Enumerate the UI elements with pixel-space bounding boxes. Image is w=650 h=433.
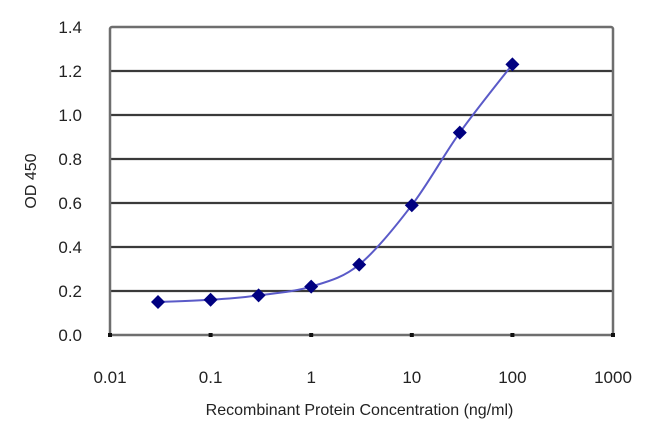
diamond-marker-icon <box>203 292 218 307</box>
y-tick-label: 0.4 <box>58 238 82 257</box>
y-tick-label: 0.2 <box>58 282 82 301</box>
y-tick-label: 0.8 <box>58 150 82 169</box>
x-tick-label: 0.01 <box>93 368 126 387</box>
x-tick-label: 100 <box>498 368 526 387</box>
y-tick-label: 0.0 <box>58 326 82 345</box>
data-markers <box>150 57 520 309</box>
x-axis-ticks <box>108 333 615 337</box>
x-axis-title: Recombinant Protein Concentration (ng/ml… <box>206 402 514 419</box>
data-line <box>157 63 514 303</box>
diamond-marker-icon <box>352 257 367 272</box>
diamond-marker-icon <box>452 125 467 140</box>
diamond-marker-icon <box>304 279 319 294</box>
x-tick-label: 1 <box>306 368 315 387</box>
diamond-marker-icon <box>404 198 419 213</box>
y-tick-label: 0.6 <box>58 194 82 213</box>
diamond-marker-icon <box>505 57 520 72</box>
x-tick-label: 0.1 <box>199 368 223 387</box>
x-tick-label: 1000 <box>594 368 632 387</box>
y-tick-label: 1.0 <box>58 106 82 125</box>
diamond-marker-icon <box>251 288 266 303</box>
plot-area <box>108 25 615 337</box>
y-tick-label: 1.2 <box>58 62 82 81</box>
x-axis-tick-labels: 0.01 0.1 1 10 100 1000 <box>93 368 631 387</box>
y-axis-title: OD 450 <box>23 153 40 208</box>
diamond-marker-icon <box>150 295 165 309</box>
y-tick-label: 1.4 <box>58 18 82 37</box>
y-axis-tick-labels: 0.0 0.2 0.4 0.6 0.8 1.0 1.2 1.4 <box>58 18 82 345</box>
gridlines <box>110 69 613 293</box>
x-tick-label: 10 <box>402 368 421 387</box>
